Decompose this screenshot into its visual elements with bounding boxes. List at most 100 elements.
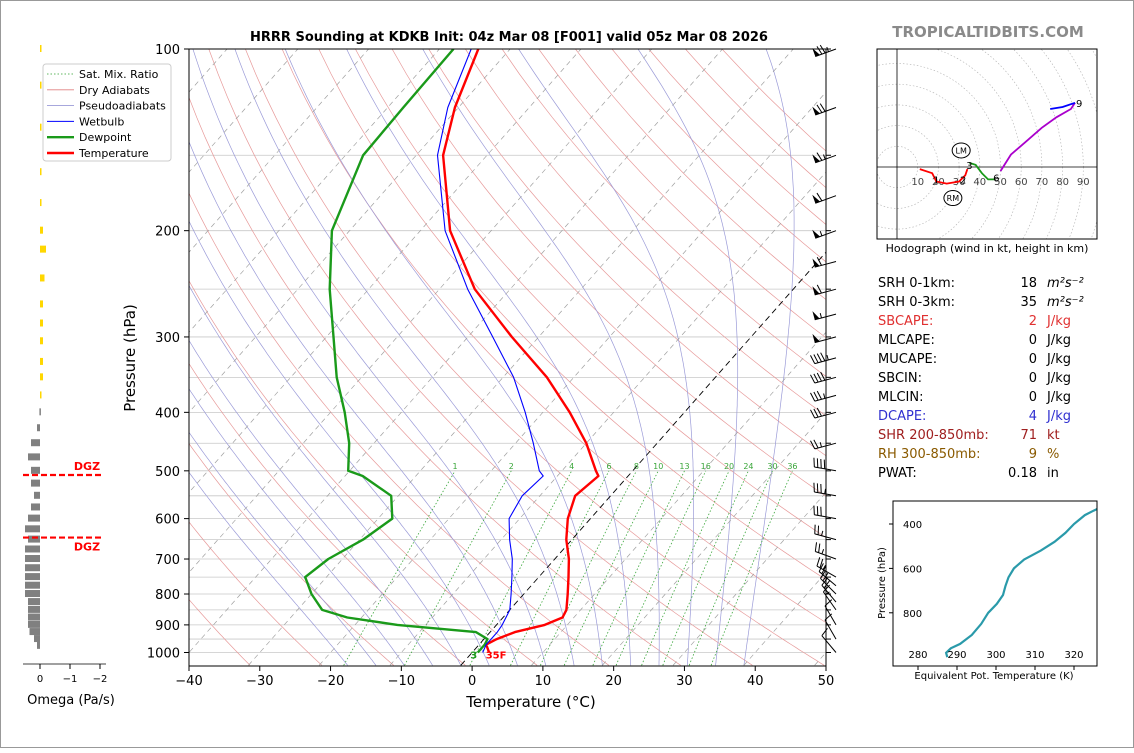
hodo-ring-label: 40 [973,177,986,188]
hodo-height-label: 6 [993,173,999,184]
legend-item-label: Temperature [78,147,149,160]
theta-e-y-tick-label: 400 [903,520,922,531]
mixing-ratio-line [642,471,730,666]
hodo-height-label: 1 [933,175,939,186]
index-label: MLCIN: [878,390,923,405]
index-label: SRH 0-1km: [878,276,955,291]
barb-half [820,313,821,318]
legend-item-label: Sat. Mix. Ratio [79,68,159,81]
theta-e-y-label: Pressure (hPa) [877,547,888,619]
x-tick-label: −30 [246,674,273,689]
omega-bar [28,515,40,522]
omega-bar [40,391,42,398]
barb-flag [812,334,819,343]
barb-half [822,549,824,554]
index-value: 4 [1029,409,1037,424]
y-tick-label: 500 [155,465,180,480]
barb-full [810,375,814,383]
omega-bar [40,358,43,365]
storm-motion-label: RM [947,194,960,203]
brand-watermark: TROPICALTIDBITS.COM [892,23,1084,41]
omega-bar [25,555,40,562]
dry-adiabat [539,49,1134,665]
omega-bar [28,606,40,613]
index-value: 9 [1029,447,1037,462]
wind-barb [810,440,836,449]
pseudoadiabat [744,49,794,665]
index-label: SRH 0-3km: [878,295,955,310]
omega-bar [25,573,40,580]
index-value: 0 [1029,390,1037,405]
index-unit: J/kg [1046,390,1071,405]
wind-barb [810,353,836,364]
index-unit: m²s⁻² [1047,276,1084,291]
wind-barb [814,483,836,496]
omega-bar [25,564,40,571]
dgz-label: DGZ [74,541,100,554]
omega-tick-label: −1 [63,674,78,685]
theta-e-panel: Equivalent Pot. Temperature (K) Pressure… [877,501,1103,682]
omega-bar [40,274,45,281]
omega-bar [40,373,43,380]
mixing-ratio-label: 30 [767,462,777,471]
x-tick-label: 50 [818,674,835,689]
hodo-ring-label: 90 [1077,177,1090,188]
index-unit: J/kg [1046,371,1071,386]
dry-adiabat [502,49,1134,665]
legend-item-label: Wetbulb [79,115,124,128]
mixing-ratio-line [511,471,610,666]
surface-dewpoint-label: 3 [470,651,477,662]
omega-bar [40,337,43,344]
theta-e-profile [946,506,1103,657]
y-tick-label: 1000 [147,647,180,662]
y-tick-label: 400 [155,406,180,421]
index-value: 0 [1029,352,1037,367]
y-tick-label: 700 [155,553,180,568]
index-value: 18 [1020,276,1037,291]
pseudoadiabat [157,49,517,665]
chart-title: HRRR Sounding at KDKB Init: 04z Mar 08 [… [250,30,768,45]
omega-tick-label: −2 [93,674,108,685]
y-tick-label: 200 [155,225,180,240]
index-label: PWAT: [878,466,917,481]
barb-full [815,542,816,551]
hodo-trace [1001,103,1076,171]
index-row: SRH 0-1km: 18 m²s⁻² [878,276,1084,291]
isotherm [390,49,935,665]
legend-item-label: Pseudoadiabats [79,100,166,113]
x-tick-label: −10 [388,674,415,689]
hodograph-frame [877,49,1097,239]
barb-half [827,355,828,360]
pseudoadiabat [519,49,694,665]
hodo-height-label: 3 [966,161,972,172]
hodo-ring-label: 70 [1036,177,1049,188]
x-tick-label: 40 [747,674,764,689]
index-value: 35 [1020,295,1037,310]
hodo-ring-label: 60 [1015,177,1028,188]
theta-e-x-label: Equivalent Pot. Temperature (K) [914,671,1073,682]
omega-axis-label: Omega (Pa/s) [27,693,115,708]
index-row: RH 300-850mb:9% [878,447,1059,462]
wind-barb [810,391,836,401]
legend-item-label: Dewpoint [79,131,132,144]
index-value: 0 [1029,333,1037,348]
barb-half [824,394,825,399]
omega-bar [31,439,40,446]
wind-barb [822,628,836,652]
mixing-ratio-line [711,471,792,666]
wind-barb [812,334,836,343]
barb-full [814,392,818,400]
x-tick-label: 30 [676,674,693,689]
omega-bar [28,453,40,460]
omega-bar [25,545,40,552]
x-axis-label: Temperature (°C) [465,693,595,711]
hodo-ring-label: 80 [1056,177,1069,188]
wind-barb [814,506,836,519]
dgz-label: DGZ [74,460,100,473]
barb-full [817,354,821,362]
y-tick-label: 300 [155,331,180,346]
